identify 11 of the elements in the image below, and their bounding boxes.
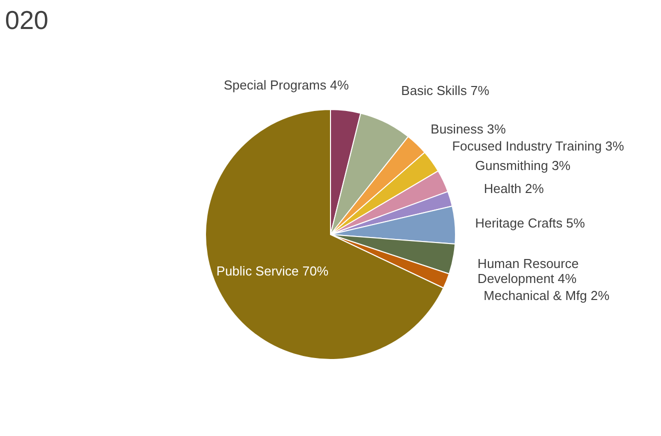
slice-label: Public Service 70% <box>216 263 329 278</box>
slice-label: Special Programs 4% <box>224 78 350 93</box>
slice-label: Focused Industry Training 3% <box>452 138 625 154</box>
slice-label: Mechanical & Mfg 2% <box>484 288 610 303</box>
slice-label: Basic Skills 7% <box>401 82 490 98</box>
slice-label: Human Resource Development 4% <box>478 256 579 286</box>
chart-title: 020 <box>5 5 48 35</box>
slice-label: Heritage Crafts 5% <box>475 215 586 230</box>
slice-label: Gunsmithing 3% <box>475 158 571 174</box>
slice-label: Health 2% <box>484 180 544 196</box>
slice-label: Business 3% <box>430 122 506 137</box>
